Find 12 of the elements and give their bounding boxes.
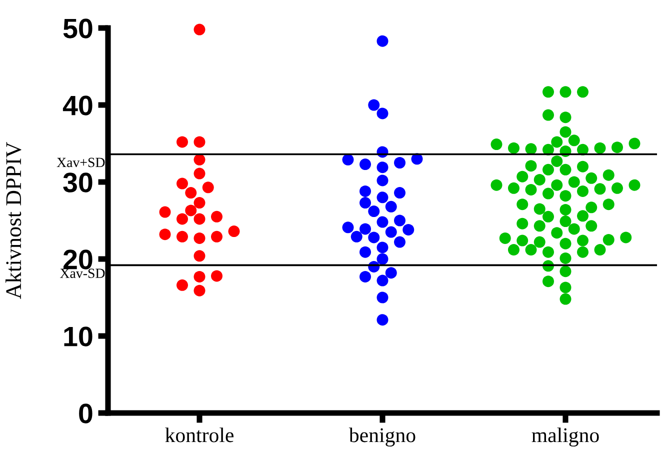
y-tick-label: 40 [62, 96, 92, 116]
x-tick-label: kontrole [165, 428, 234, 442]
ref-line-label: Xav-SD [60, 268, 105, 278]
x-tick-label: benigno [348, 428, 416, 447]
y-tick-label: 20 [63, 250, 92, 270]
y-tick-label: 30 [63, 172, 92, 192]
x-tick-label: maligno [532, 428, 599, 447]
y-axis-title: Aktivnost DPPIV [5, 142, 22, 299]
y-tick-label: 50 [63, 18, 92, 38]
y-tick-label: 10 [64, 326, 92, 346]
ref-line-label: Xav+SD [56, 158, 105, 168]
y-tick-label: 0 [79, 404, 92, 424]
